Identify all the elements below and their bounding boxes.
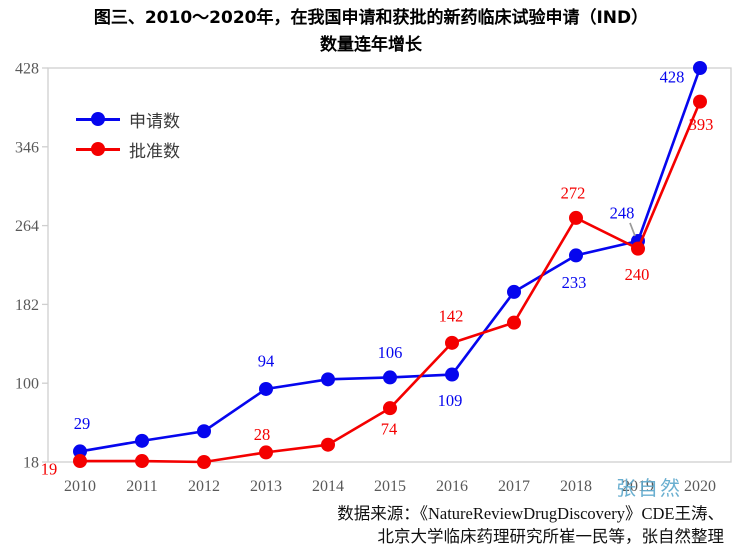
approvals-line-marker-icon [76,142,120,156]
x-axis-label: 2015 [374,478,406,495]
chart-title: 图三、2010～2020年，在我国申请和获批的新药临床试验申请（IND） 数量连… [0,5,742,59]
applications-data-point [135,433,149,448]
applications-data-label: 233 [562,273,587,292]
approvals-data-point [693,94,707,109]
x-axis-label: 2014 [312,478,344,495]
approvals-data-point [73,454,87,469]
legend-label-applications: 申请数 [129,111,180,131]
applications-data-point [259,381,273,396]
applications-data-point [383,370,397,385]
approvals-data-point [197,455,211,469]
chart-title-line2: 数量连年增长 [320,35,422,55]
x-axis-label: 2013 [250,478,282,495]
y-axis-label: 100 [15,376,39,393]
applications-data-label: 248 [610,203,635,222]
label-leader-line [629,222,636,237]
applications-data-label: 106 [378,343,403,362]
approvals-data-point [135,454,149,469]
applications-data-point [321,372,335,387]
approvals-data-point [383,401,397,416]
y-axis-label: 182 [15,297,39,314]
x-axis-label: 2017 [498,478,530,495]
legend-label-approvals: 批准数 [129,141,180,161]
applications-data-point [693,61,707,75]
applications-line-marker-icon [76,112,120,126]
source-note-line1: 数据来源：《NatureReviewDrugDiscovery》CDE王涛、 [337,504,724,523]
x-axis-label: 2020 [684,478,716,495]
y-axis-label: 18 [23,455,39,472]
x-axis-label: 2011 [126,478,157,495]
chart-title-line1: 图三、2010～2020年，在我国申请和获批的新药临床试验申请（IND） [93,8,649,28]
approvals-data-point [631,241,645,256]
approvals-data-label: 393 [689,115,714,134]
x-axis-label: 2018 [560,478,592,495]
applications-data-label: 109 [438,391,463,410]
approvals-data-label: 74 [381,420,398,439]
approvals-data-point [259,445,273,460]
applications-data-point [507,284,521,299]
approvals-data-point [507,315,521,330]
y-axis-label: 264 [15,218,39,235]
applications-data-label: 94 [258,351,275,370]
approvals-data-label: 28 [254,425,271,444]
approvals-data-label: 19 [41,460,58,479]
y-axis-label: 346 [15,139,39,156]
approvals-data-label: 272 [561,183,586,202]
applications-data-point [197,424,211,439]
watermark: 张自然 [616,478,682,500]
approvals-data-point [445,335,459,350]
source-note-line2: 北京大学临床药理研究所崔一民等，张自然整理 [377,527,725,546]
x-axis-label: 2012 [188,478,220,495]
x-axis-label: 2016 [436,478,468,495]
x-axis-label: 2019 [622,478,654,495]
x-axis-label: 2010 [64,478,96,495]
applications-data-point [445,367,459,382]
source-note: 数据来源：《NatureReviewDrugDiscovery》CDE王涛、 北… [337,502,724,548]
applications-data-label: 29 [74,414,91,433]
applications-data-label: 428 [660,68,685,87]
approvals-data-point [321,437,335,452]
approvals-data-point [569,210,583,225]
series-applications [73,61,707,459]
applications-data-point [569,248,583,263]
y-axis-label: 428 [15,61,39,78]
approvals-data-label: 142 [439,306,464,325]
legend-item-applications: 申请数 [76,104,180,134]
chart-legend: 申请数 批准数 [76,104,180,164]
applications-data-point [73,444,87,459]
plot-border [47,67,732,463]
approvals-data-label: 240 [625,265,650,284]
legend-item-approvals: 批准数 [76,134,180,164]
series-approvals [73,94,707,469]
